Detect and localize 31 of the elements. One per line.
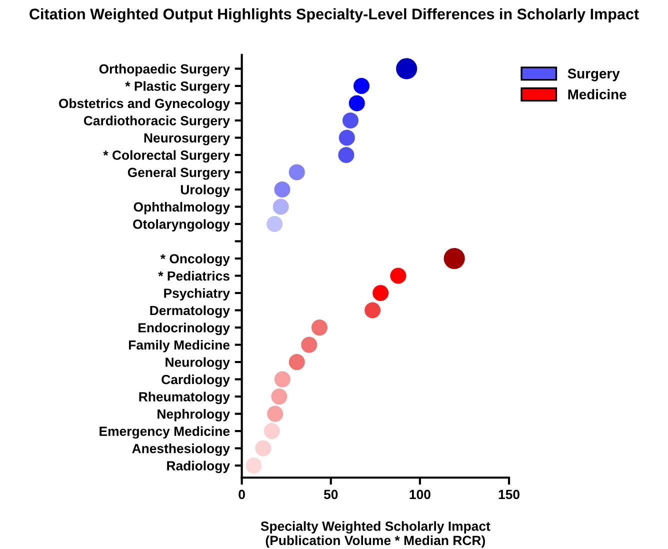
y-tick-label: * Pediatrics [158, 270, 230, 281]
legend-label: Medicine [568, 89, 626, 100]
x-tick-label: 0 [238, 490, 245, 500]
x-tick-label: 50 [324, 490, 338, 500]
y-tick-label: Urology [180, 184, 230, 198]
y-tick-label: Obstetrics and Gynecology [58, 98, 230, 111]
y-tick-label: Otolaryngology [133, 219, 230, 232]
legend-label: Surgery [568, 68, 620, 82]
y-tick-label: Ophthalmology [134, 202, 230, 214]
y-tick-label: Neurology [166, 357, 230, 370]
y-tick-label: Neurosurgery [144, 133, 230, 146]
chart-title: Citation Weighted Output Highlights Specialty-Level Differences in Scholarly Impact [30, 8, 639, 23]
y-tick-label: Psychiatry [164, 288, 230, 301]
y-tick-label: Emergency Medicine [100, 426, 230, 439]
y-tick-label: Cardiothoracic Surgery [84, 116, 230, 128]
y-tick-label: Anesthesiology [132, 444, 230, 456]
y-tick-label: * Oncology [160, 254, 230, 266]
y-tick-label: Nephrology [158, 409, 230, 422]
y-tick-label: Radiology [167, 460, 230, 474]
y-tick-label: Endocrinology [138, 322, 230, 336]
y-tick-label: * Plastic Surgery [125, 81, 230, 94]
x-tick-label: 100 [410, 490, 430, 500]
x-axis-title: Specialty Weighted Scholarly Impact (Publication Volume * Median RCR) [260, 521, 490, 548]
y-tick-label: Rheumatology [139, 392, 230, 404]
y-tick-label: Dermatology [150, 305, 230, 318]
y-tick-label: Family Medicine [128, 340, 230, 352]
y-tick-label: Orthopaedic Surgery [99, 64, 230, 76]
y-tick-label: * Colorectal Surgery [103, 150, 230, 163]
x-tick-label: 150 [498, 490, 520, 500]
y-tick-label: Cardiology [162, 374, 230, 387]
y-tick-label: General Surgery [128, 167, 230, 180]
